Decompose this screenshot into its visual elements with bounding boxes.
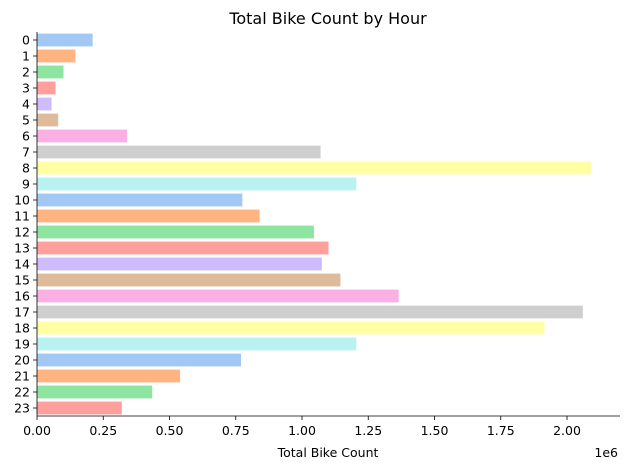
bar-hour-10 — [37, 193, 243, 207]
bar-hour-19 — [37, 337, 357, 351]
y-tick-label: 21 — [14, 369, 30, 384]
y-tick-label: 6 — [22, 129, 30, 144]
bar-hour-1 — [37, 49, 76, 63]
bar-hour-17 — [37, 305, 583, 319]
bar-hour-7 — [37, 145, 321, 159]
x-tick-label: 0.75 — [222, 423, 250, 438]
y-tick-label: 9 — [22, 177, 30, 192]
y-tick-label: 18 — [14, 321, 30, 336]
y-tick-label: 19 — [14, 337, 30, 352]
x-tick-label: 2.00 — [553, 423, 581, 438]
y-tick-label: 12 — [14, 225, 30, 240]
x-tick-label: 0.00 — [23, 423, 51, 438]
bar-hour-22 — [37, 385, 153, 399]
y-tick-label: 7 — [22, 145, 30, 160]
y-tick-label: 22 — [14, 385, 30, 400]
bar-hour-0 — [37, 33, 93, 47]
y-tick-label: 10 — [14, 193, 30, 208]
bar-hour-16 — [37, 289, 399, 303]
y-tick-label: 8 — [22, 161, 30, 176]
bar-hour-18 — [37, 321, 545, 335]
bar-hour-9 — [37, 177, 357, 191]
x-tick-label: 1.25 — [354, 423, 382, 438]
bar-hour-4 — [37, 97, 52, 111]
bar-hour-11 — [37, 209, 260, 223]
y-tick-label: 5 — [22, 113, 30, 128]
bar-hour-21 — [37, 369, 181, 383]
y-tick-label: 16 — [14, 289, 30, 304]
x-tick-label: 1.00 — [288, 423, 316, 438]
x-tick-label: 1.75 — [487, 423, 515, 438]
y-tick-label: 1 — [22, 49, 30, 64]
bar-hour-8 — [37, 161, 591, 175]
x-tick-label: 0.25 — [89, 423, 117, 438]
y-tick-label: 3 — [22, 81, 30, 96]
bar-hour-2 — [37, 65, 64, 79]
y-tick-label: 20 — [14, 353, 30, 368]
y-tick-label: 17 — [14, 305, 30, 320]
y-tick-label: 4 — [22, 97, 30, 112]
x-tick-label: 0.50 — [156, 423, 184, 438]
y-tick-label: 0 — [22, 33, 30, 48]
bar-hour-12 — [37, 225, 314, 239]
x-axis-label: Total Bike Count — [277, 445, 379, 460]
bar-hour-20 — [37, 353, 242, 367]
bar-hour-14 — [37, 257, 322, 271]
y-tick-label: 11 — [14, 209, 30, 224]
y-tick-label: 13 — [14, 241, 30, 256]
y-tick-label: 15 — [14, 273, 30, 288]
x-axis: 0.00 0.25 0.50 0.75 1.00 1.25 1.50 1.75 2.00 — [23, 415, 620, 438]
y-tick-label: 2 — [22, 65, 30, 80]
x-tick-label: 1.50 — [421, 423, 449, 438]
bar-hour-23 — [37, 401, 122, 415]
bars-group — [37, 33, 591, 415]
bar-hour-13 — [37, 241, 329, 255]
bar-hour-5 — [37, 113, 59, 127]
y-tick-label: 23 — [14, 401, 30, 416]
x-axis-offset-label: 1e6 — [594, 445, 618, 460]
bar-hour-15 — [37, 273, 341, 287]
bar-hour-3 — [37, 81, 56, 95]
bar-hour-6 — [37, 129, 128, 143]
y-tick-label: 14 — [14, 257, 30, 272]
chart-title: Total Bike Count by Hour — [228, 9, 427, 28]
